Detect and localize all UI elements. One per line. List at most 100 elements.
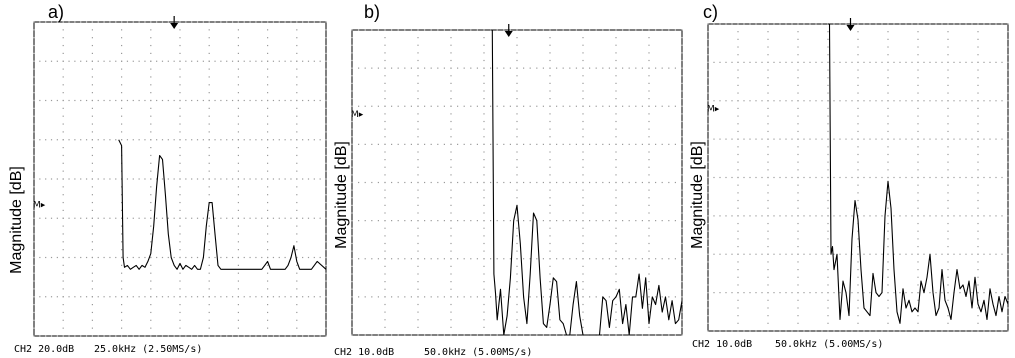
grid-dot xyxy=(917,192,919,194)
grid-dot xyxy=(648,204,650,206)
grid-dot xyxy=(516,281,518,283)
grid-dot xyxy=(319,99,321,102)
grid-dot xyxy=(959,215,961,217)
grid-dot xyxy=(50,139,53,141)
grid-dot xyxy=(773,23,775,25)
grid-dot xyxy=(887,330,889,332)
grid-dot xyxy=(995,215,997,217)
grid-dot xyxy=(430,67,432,69)
grid-dot xyxy=(364,105,366,107)
grid-dot xyxy=(971,61,973,63)
grid-dot xyxy=(121,37,123,39)
grid-dot xyxy=(417,296,419,298)
grid-dot xyxy=(167,60,169,62)
grid-dot xyxy=(779,330,781,332)
grid-dot xyxy=(887,230,889,232)
grid-dot xyxy=(641,220,643,222)
grid-dot xyxy=(91,21,93,23)
grid-dot xyxy=(384,181,386,184)
grid-dot xyxy=(150,201,152,204)
grid-dot xyxy=(737,253,739,255)
grid-dot xyxy=(929,176,931,179)
grid-dot xyxy=(905,61,907,63)
grid-dot xyxy=(648,151,650,153)
grid-dot xyxy=(615,273,617,275)
grid-dot xyxy=(237,123,239,125)
grid-dot xyxy=(536,181,538,184)
grid-dot xyxy=(863,138,865,140)
grid-dot xyxy=(791,215,793,217)
grid-dot xyxy=(542,181,544,184)
grid-dot xyxy=(231,256,234,259)
grid-dot xyxy=(971,292,973,294)
grid-dot xyxy=(615,311,617,313)
grid-dot xyxy=(226,335,228,337)
grid-dot xyxy=(450,319,452,321)
grid-dot xyxy=(549,296,551,298)
grid-dot xyxy=(358,29,360,31)
grid-dot xyxy=(857,176,859,179)
grid-dot xyxy=(121,264,123,266)
grid-dot xyxy=(132,256,134,259)
grid-dot xyxy=(749,253,751,255)
grid-dot xyxy=(208,92,210,94)
grid-dot xyxy=(185,21,187,23)
grid-dot xyxy=(226,256,228,259)
grid-dot xyxy=(150,280,152,282)
grid-dot xyxy=(809,292,811,294)
grid-dot xyxy=(450,128,452,130)
grid-dot xyxy=(150,272,152,274)
grid-dot xyxy=(417,113,419,115)
grid-dot xyxy=(39,139,41,141)
grid-dot xyxy=(797,77,799,79)
grid-dot xyxy=(767,322,769,324)
grid-dot xyxy=(364,296,366,298)
grid-dot xyxy=(457,258,459,260)
panel-a-footer-rate: 25.0kHz (2.50MS/s) xyxy=(94,344,202,355)
grid-dot xyxy=(536,105,538,107)
grid-dot xyxy=(791,330,793,332)
grid-dot xyxy=(91,249,93,251)
grid-dot xyxy=(833,100,835,102)
grid-dot xyxy=(284,296,286,298)
grid-dot xyxy=(272,217,275,219)
grid-dot xyxy=(371,105,373,107)
grid-dot xyxy=(115,335,117,337)
grid-dot xyxy=(267,147,269,149)
grid-dot xyxy=(62,264,64,266)
grid-dot xyxy=(443,67,445,69)
grid-dot xyxy=(33,304,35,306)
grid-dot xyxy=(404,105,406,107)
grid-dot xyxy=(582,151,584,153)
grid-dot xyxy=(947,23,949,25)
grid-dot xyxy=(384,204,386,206)
grid-dot xyxy=(490,181,492,184)
grid-dot xyxy=(1007,238,1009,240)
grid-dot xyxy=(797,215,799,217)
grid-dot xyxy=(325,186,327,188)
grid-dot xyxy=(267,225,269,227)
grid-dot xyxy=(516,212,518,214)
grid-dot xyxy=(62,162,64,164)
grid-dot xyxy=(384,273,386,275)
grid-dot xyxy=(737,84,739,86)
grid-dot xyxy=(661,143,663,145)
grid-dot xyxy=(595,105,597,107)
grid-dot xyxy=(483,311,485,313)
grid-dot xyxy=(947,299,949,301)
grid-dot xyxy=(516,90,518,92)
grid-dot xyxy=(809,215,811,217)
grid-dot xyxy=(179,256,181,259)
grid-dot xyxy=(737,77,739,79)
grid-dot xyxy=(121,60,123,62)
grid-dot xyxy=(549,120,551,123)
grid-dot xyxy=(827,176,829,179)
grid-dot xyxy=(417,90,419,92)
grid-dot xyxy=(641,258,643,260)
grid-dot xyxy=(516,82,518,84)
grid-dot xyxy=(103,256,105,259)
grid-dot xyxy=(290,296,292,298)
grid-dot xyxy=(284,256,286,259)
grid-dot xyxy=(536,143,538,145)
grid-dot xyxy=(1007,46,1009,48)
